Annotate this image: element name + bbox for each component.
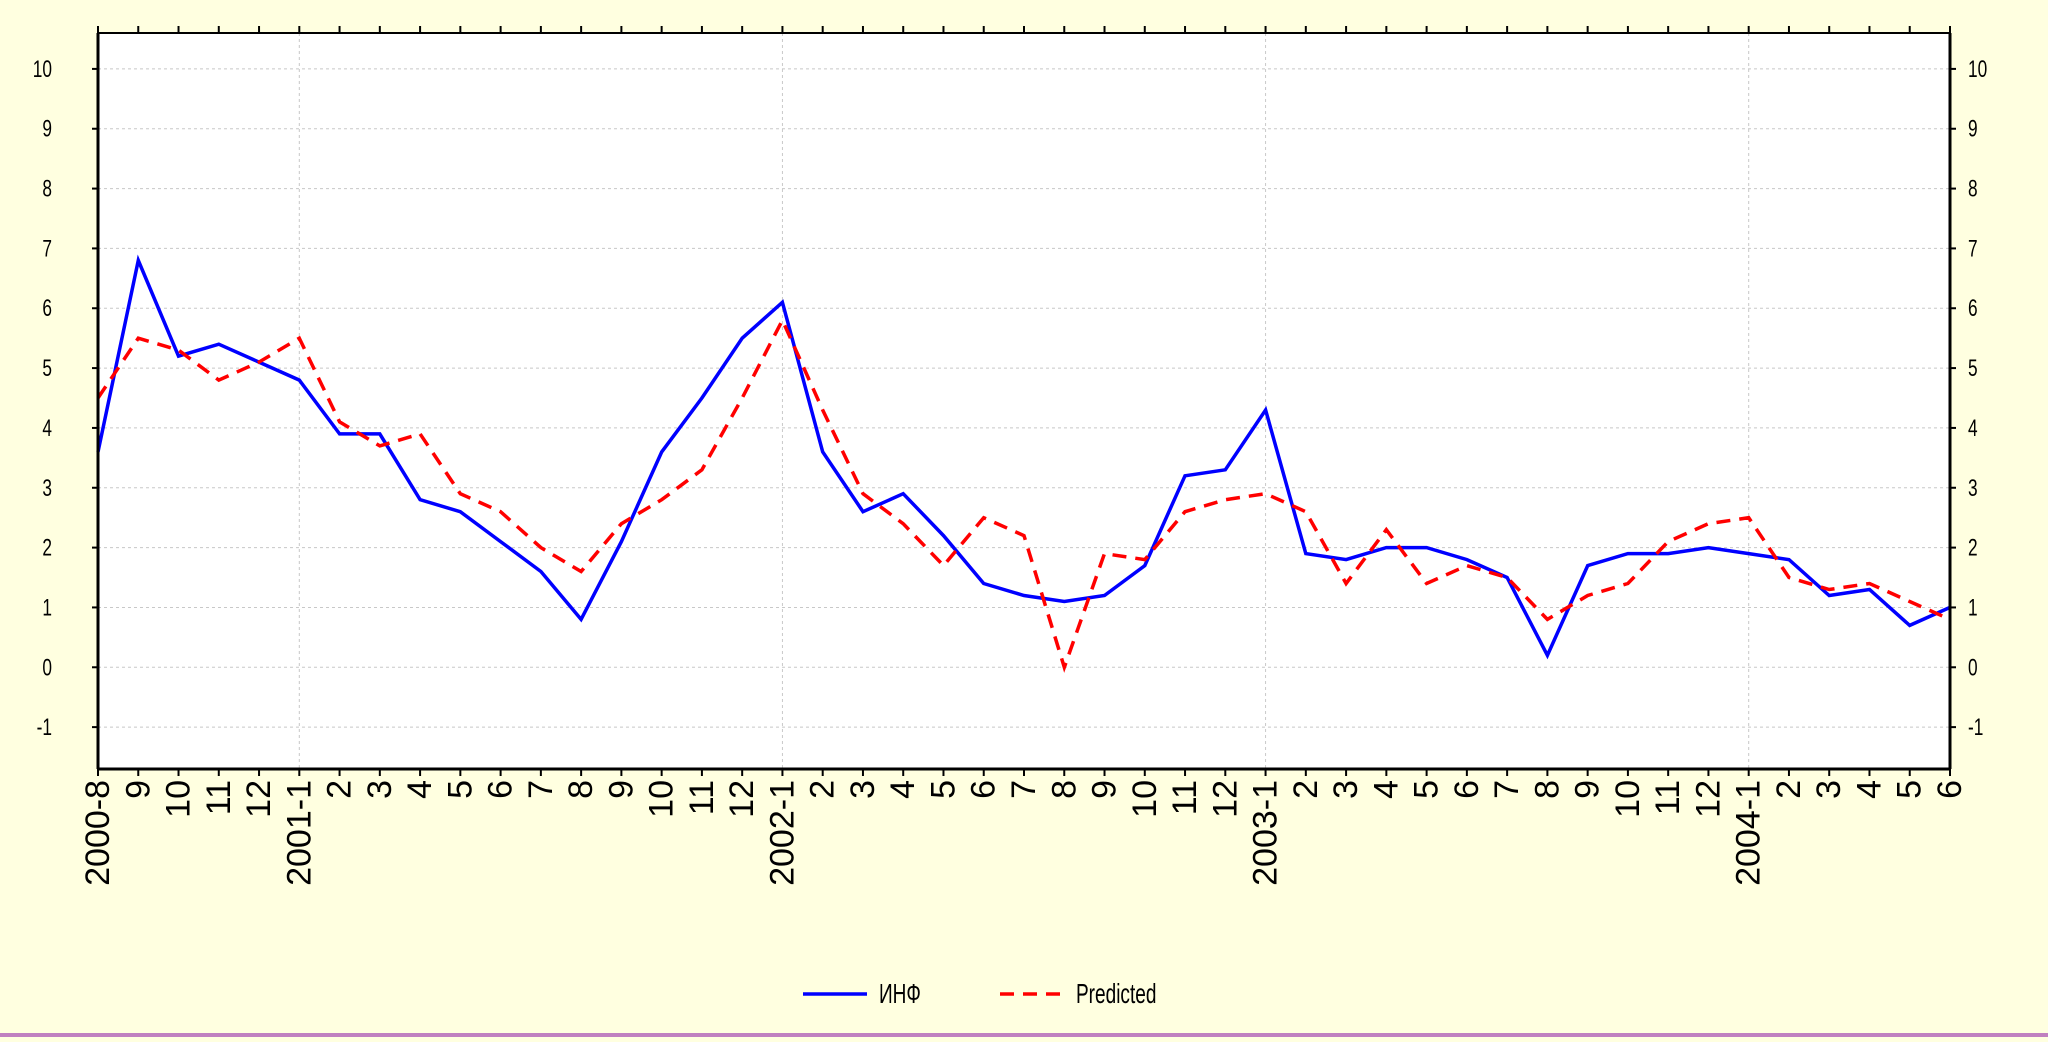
x-tick-label: 6 [965,780,1003,799]
y-tick-label-left: 4 [42,415,52,441]
y-tick-label-right: 4 [1968,415,1978,441]
x-tick-label: 10 [643,780,681,818]
x-tick-label: 11 [1166,780,1204,815]
x-tick-label: 10 [160,780,198,818]
x-tick-label: 4 [401,780,439,799]
legend-label-inf: ИНФ [879,978,921,1010]
y-tick-label-left: -1 [37,714,52,740]
gridlines [98,33,1950,769]
x-tick-label: 11 [1649,780,1687,815]
x-tick-label: 2003-1 [1247,780,1285,886]
y-tick-label-right: -1 [1968,714,1983,740]
y-tick-label-left: 10 [33,56,52,82]
x-tick-label: 8 [1045,780,1083,799]
x-tick-label: 2 [1770,780,1808,799]
y-axis-left: -1 0 1 2 3 4 5 6 7 8 9 10 [33,56,98,741]
y-tick-label-left: 8 [42,176,52,202]
y-tick-label-left: 5 [42,355,52,381]
x-tick-label: 6 [1448,780,1486,799]
x-tick-label: 2 [804,780,842,799]
x-tick-label: 7 [1488,780,1526,799]
x-tick-label: 9 [1086,780,1124,799]
series-layer [96,254,1951,673]
y-tick-label-right: 8 [1968,176,1978,202]
x-tick-label: 5 [1891,780,1929,799]
x-tick-label: 4 [884,780,922,799]
x-tick-label: 9 [119,780,157,799]
x-tick-label: 2 [1287,780,1325,799]
series-line-inf [96,254,1951,660]
x-tick-label: 12 [723,780,761,818]
y-tick-label-right: 10 [1968,56,1987,82]
x-tick-label: 8 [1528,780,1566,799]
x-tick-label: 2001-1 [280,780,318,886]
x-tick-label: 3 [1810,780,1848,799]
x-tick-label: 7 [1005,780,1043,799]
y-tick-label-right: 2 [1968,535,1978,561]
x-tick-label: 2002-1 [763,780,801,886]
x-tick-label: 9 [602,780,640,799]
y-axis-right: -1 0 1 2 3 4 5 6 7 8 9 10 [1950,56,1987,741]
x-tick-label: 10 [1609,780,1647,818]
x-tick-label: 11 [683,780,721,815]
y-tick-label-left: 1 [42,595,52,621]
x-tick-label: 6 [482,780,520,799]
legend: ИНФ Predicted [803,978,1156,1010]
x-tick-label: 9 [1569,780,1607,799]
x-tick-label: 7 [522,780,560,799]
x-tick-label: 2000-8 [79,780,117,886]
x-tick-label: 3 [1327,780,1365,799]
x-axis: 2000-8 9 10 11 12 2001-1 2 3 4 5 6 7 8 9 10 11 12 2002-1 2… [79,26,1969,886]
y-tick-label-right: 0 [1968,655,1978,681]
x-tick-label: 3 [361,780,399,799]
x-tick-label: 2 [321,780,359,799]
x-tick-label: 2004-1 [1730,780,1768,886]
legend-label-predicted: Predicted [1076,978,1156,1010]
y-tick-label-left: 2 [42,535,52,561]
y-tick-label-right: 3 [1968,475,1978,501]
x-tick-label: 5 [924,780,962,799]
y-tick-label-left: 9 [42,116,52,142]
y-tick-label-right: 7 [1968,236,1978,262]
y-tick-label-left: 3 [42,475,52,501]
y-tick-label-right: 6 [1968,296,1978,322]
y-tick-label-right: 9 [1968,116,1978,142]
y-tick-label-right: 1 [1968,595,1978,621]
y-tick-label-left: 7 [42,236,52,262]
x-tick-label: 12 [1206,780,1244,818]
x-tick-label: 3 [844,780,882,799]
y-tick-label-right: 5 [1968,355,1978,381]
x-tick-label: 4 [1367,780,1405,799]
x-tick-label: 5 [1408,780,1446,799]
x-tick-label: 4 [1850,780,1888,799]
y-tick-label-left: 6 [42,296,52,322]
x-tick-label: 12 [1689,780,1727,818]
y-tick-label-left: 0 [42,655,52,681]
plot-background [98,33,1950,769]
x-tick-label: 11 [200,780,238,815]
window-bottom-border [0,1033,2048,1037]
x-tick-label: 12 [240,780,278,818]
series-line-predicted [96,316,1951,673]
x-tick-label: 5 [441,780,479,799]
x-tick-label: 8 [562,780,600,799]
x-tick-label: 10 [1126,780,1164,818]
x-tick-label: 6 [1931,780,1969,799]
